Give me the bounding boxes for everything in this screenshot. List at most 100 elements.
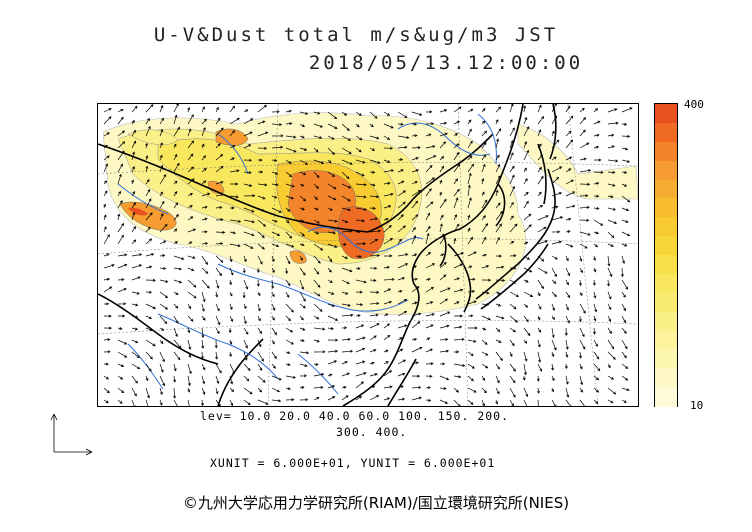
- wind-arrow: [355, 111, 362, 116]
- wind-arrow: [411, 134, 418, 138]
- wind-arrow: [383, 313, 389, 317]
- wind-arrow: [117, 375, 124, 380]
- wind-arrow: [621, 170, 628, 174]
- wind-arrow: [299, 159, 309, 165]
- wind-arrow: [467, 184, 471, 197]
- wind-arrow: [397, 135, 410, 140]
- wind-arrow: [481, 351, 489, 356]
- wind-arrow: [579, 399, 587, 406]
- wind-arrow: [495, 106, 502, 113]
- wind-arrow: [103, 190, 108, 197]
- wind-arrow: [229, 195, 239, 199]
- wind-arrow: [327, 231, 337, 235]
- wind-arrow: [551, 339, 557, 351]
- wind-arrow: [369, 147, 376, 151]
- wind-arrow: [495, 327, 501, 333]
- color-scale-bar: [654, 103, 678, 407]
- wind-arrow: [481, 130, 488, 137]
- wind-arrow: [187, 399, 190, 406]
- wind-arrow: [215, 267, 222, 277]
- wind-arrow: [145, 238, 153, 245]
- wind-arrow: [313, 255, 321, 264]
- wind-arrow: [187, 291, 197, 299]
- wind-arrow: [439, 287, 451, 293]
- wind-arrow: [229, 231, 236, 235]
- wind-arrow: [229, 303, 233, 311]
- wind-arrow: [495, 223, 502, 233]
- wind-arrow: [159, 254, 166, 258]
- wind-arrow: [173, 291, 179, 296]
- wind-arrow: [509, 266, 517, 270]
- wind-arrow: [271, 327, 277, 336]
- wind-arrow: [523, 167, 527, 173]
- wind-arrow: [593, 303, 598, 313]
- wind-arrow: [355, 381, 364, 389]
- wind-arrow: [341, 385, 347, 389]
- wind-arrow: [383, 370, 393, 377]
- dust-plume: [102, 112, 638, 315]
- wind-arrow: [439, 191, 443, 197]
- wind-arrow: [341, 111, 348, 116]
- wind-arrow: [243, 315, 247, 325]
- vector-units-label: XUNIT = 6.000E+01, YUNIT = 6.000E+01: [210, 456, 496, 470]
- wind-arrow: [468, 326, 478, 330]
- wind-arrow: [117, 253, 128, 257]
- wind-arrow: [103, 144, 108, 149]
- wind-arrow: [159, 128, 164, 137]
- wind-arrow: [481, 303, 490, 307]
- wind-arrow: [593, 267, 597, 273]
- wind-arrow: [243, 183, 253, 187]
- wind-arrow: [565, 339, 569, 350]
- wind-arrow: [537, 205, 544, 209]
- wind-arrow: [607, 291, 612, 300]
- wind-arrow: [453, 252, 464, 257]
- wind-arrow: [271, 315, 275, 321]
- wind-arrow: [117, 163, 124, 173]
- wind-arrow: [551, 166, 563, 173]
- wind-arrow: [327, 183, 337, 190]
- wind-arrow: [522, 375, 526, 381]
- wind-arrow: [481, 265, 490, 269]
- wind-arrow: [159, 164, 164, 173]
- wind-arrow: [355, 336, 366, 341]
- wind-arrow: [593, 243, 599, 248]
- wind-arrow: [201, 291, 206, 303]
- wind-arrow: [607, 351, 616, 360]
- wind-arrow: [187, 315, 194, 322]
- wind-arrow: [523, 141, 528, 149]
- wind-arrow: [495, 189, 499, 197]
- wind-arrow: [313, 123, 324, 128]
- wind-arrow: [355, 347, 366, 353]
- wind-arrow: [467, 140, 473, 149]
- wind-arrow: [271, 145, 284, 149]
- wind-arrow: [369, 290, 380, 294]
- wind-arrow: [313, 315, 320, 320]
- wind-arrow: [257, 399, 269, 405]
- wind-arrow: [355, 266, 361, 270]
- wind-arrow: [285, 375, 297, 379]
- color-scale-step: [655, 141, 677, 162]
- wind-arrow: [117, 302, 127, 306]
- wind-arrow: [117, 278, 125, 282]
- wind-arrow: [593, 387, 600, 393]
- wind-arrow: [607, 121, 619, 125]
- wind-arrow: [383, 146, 394, 150]
- wind-arrow: [173, 267, 182, 271]
- wind-arrow: [383, 254, 393, 258]
- wind-arrow: [159, 387, 163, 396]
- wind-arrow: [579, 117, 586, 125]
- wind-arrow: [229, 279, 233, 286]
- wind-arrow: [187, 255, 196, 259]
- wind-arrow: [453, 314, 464, 318]
- wind-arrow: [369, 111, 378, 119]
- wind-arrow: [145, 387, 150, 399]
- wind-arrow: [453, 143, 460, 149]
- wind-arrow: [299, 195, 307, 202]
- wind-arrow: [271, 279, 275, 289]
- wind-arrow: [173, 143, 177, 149]
- wind-arrow: [327, 219, 338, 223]
- wind-arrow: [383, 181, 391, 185]
- wind-arrow: [565, 387, 570, 398]
- wind-arrow: [593, 107, 599, 113]
- wind-arrow: [509, 315, 518, 323]
